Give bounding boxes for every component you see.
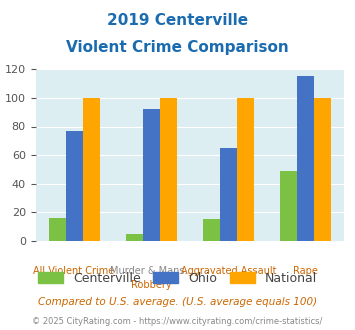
Bar: [143, 109, 160, 241]
Text: © 2025 CityRating.com - https://www.cityrating.com/crime-statistics/: © 2025 CityRating.com - https://www.city…: [32, 317, 323, 326]
Bar: [203, 219, 220, 241]
Bar: [297, 77, 314, 241]
Text: Compared to U.S. average. (U.S. average equals 100): Compared to U.S. average. (U.S. average …: [38, 297, 317, 307]
Bar: [314, 98, 331, 241]
Text: Rape: Rape: [293, 266, 318, 276]
Text: Robbery: Robbery: [131, 280, 171, 290]
Bar: [160, 98, 177, 241]
Text: Violent Crime Comparison: Violent Crime Comparison: [66, 40, 289, 54]
Text: Murder & Mans...: Murder & Mans...: [110, 266, 193, 276]
Bar: [220, 148, 237, 241]
Text: All Violent Crime: All Violent Crime: [33, 266, 115, 276]
Bar: [280, 171, 297, 241]
Text: Aggravated Assault: Aggravated Assault: [181, 266, 276, 276]
Bar: [83, 98, 100, 241]
Bar: [237, 98, 254, 241]
Legend: Centerville, Ohio, National: Centerville, Ohio, National: [33, 267, 322, 290]
Bar: [49, 218, 66, 241]
Bar: [66, 131, 83, 241]
Bar: [126, 234, 143, 241]
Text: 2019 Centerville: 2019 Centerville: [107, 13, 248, 28]
